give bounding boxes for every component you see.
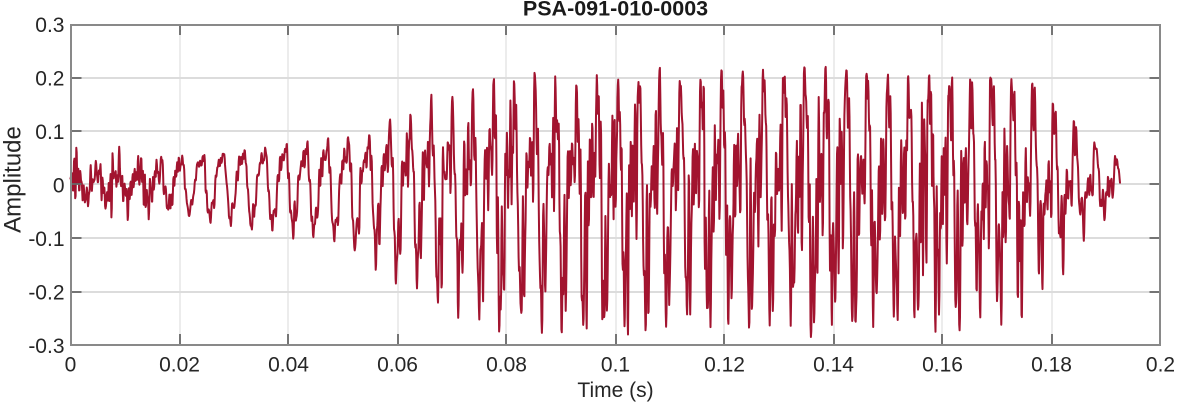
svg-text:0.2: 0.2 [1146,354,1175,377]
svg-text:0.1: 0.1 [35,121,64,144]
svg-text:0.16: 0.16 [922,354,963,377]
svg-text:0.06: 0.06 [377,354,418,377]
svg-text:-0.2: -0.2 [28,282,64,305]
svg-text:0.2: 0.2 [35,68,64,91]
svg-text:0.18: 0.18 [1031,354,1072,377]
svg-text:0.04: 0.04 [268,354,309,377]
svg-text:0.08: 0.08 [486,354,527,377]
svg-text:-0.1: -0.1 [28,228,64,251]
svg-text:0.02: 0.02 [159,354,200,377]
svg-text:0.1: 0.1 [601,354,630,377]
svg-text:-0.3: -0.3 [28,335,64,358]
svg-text:0.14: 0.14 [813,354,854,377]
svg-text:0: 0 [65,354,77,377]
svg-text:Time (s): Time (s) [577,379,653,402]
svg-text:0.3: 0.3 [35,14,64,37]
svg-text:0: 0 [53,175,65,198]
svg-text:Amplitude: Amplitude [0,126,27,233]
svg-text:PSA-091-010-0003: PSA-091-010-0003 [523,0,708,21]
svg-text:0.12: 0.12 [704,354,745,377]
